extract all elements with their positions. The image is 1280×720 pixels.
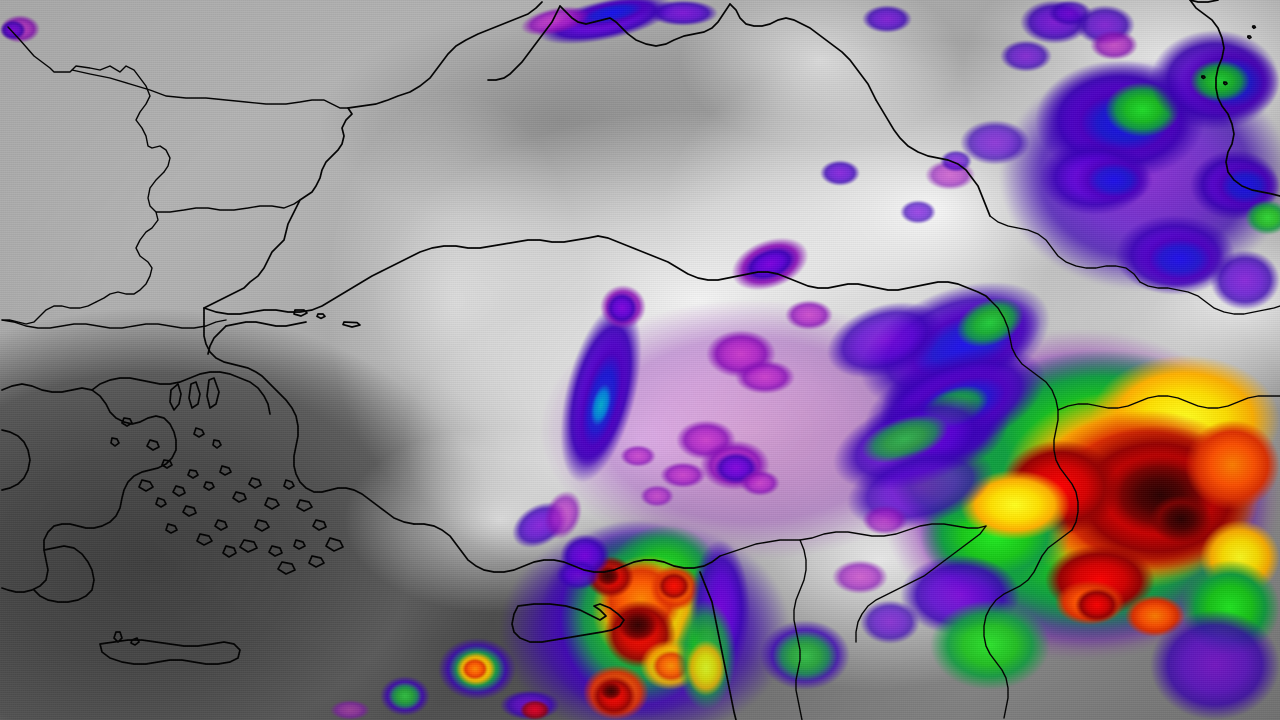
satellite-image-viewport bbox=[0, 0, 1280, 720]
country-border-overlay bbox=[1, 0, 1280, 720]
